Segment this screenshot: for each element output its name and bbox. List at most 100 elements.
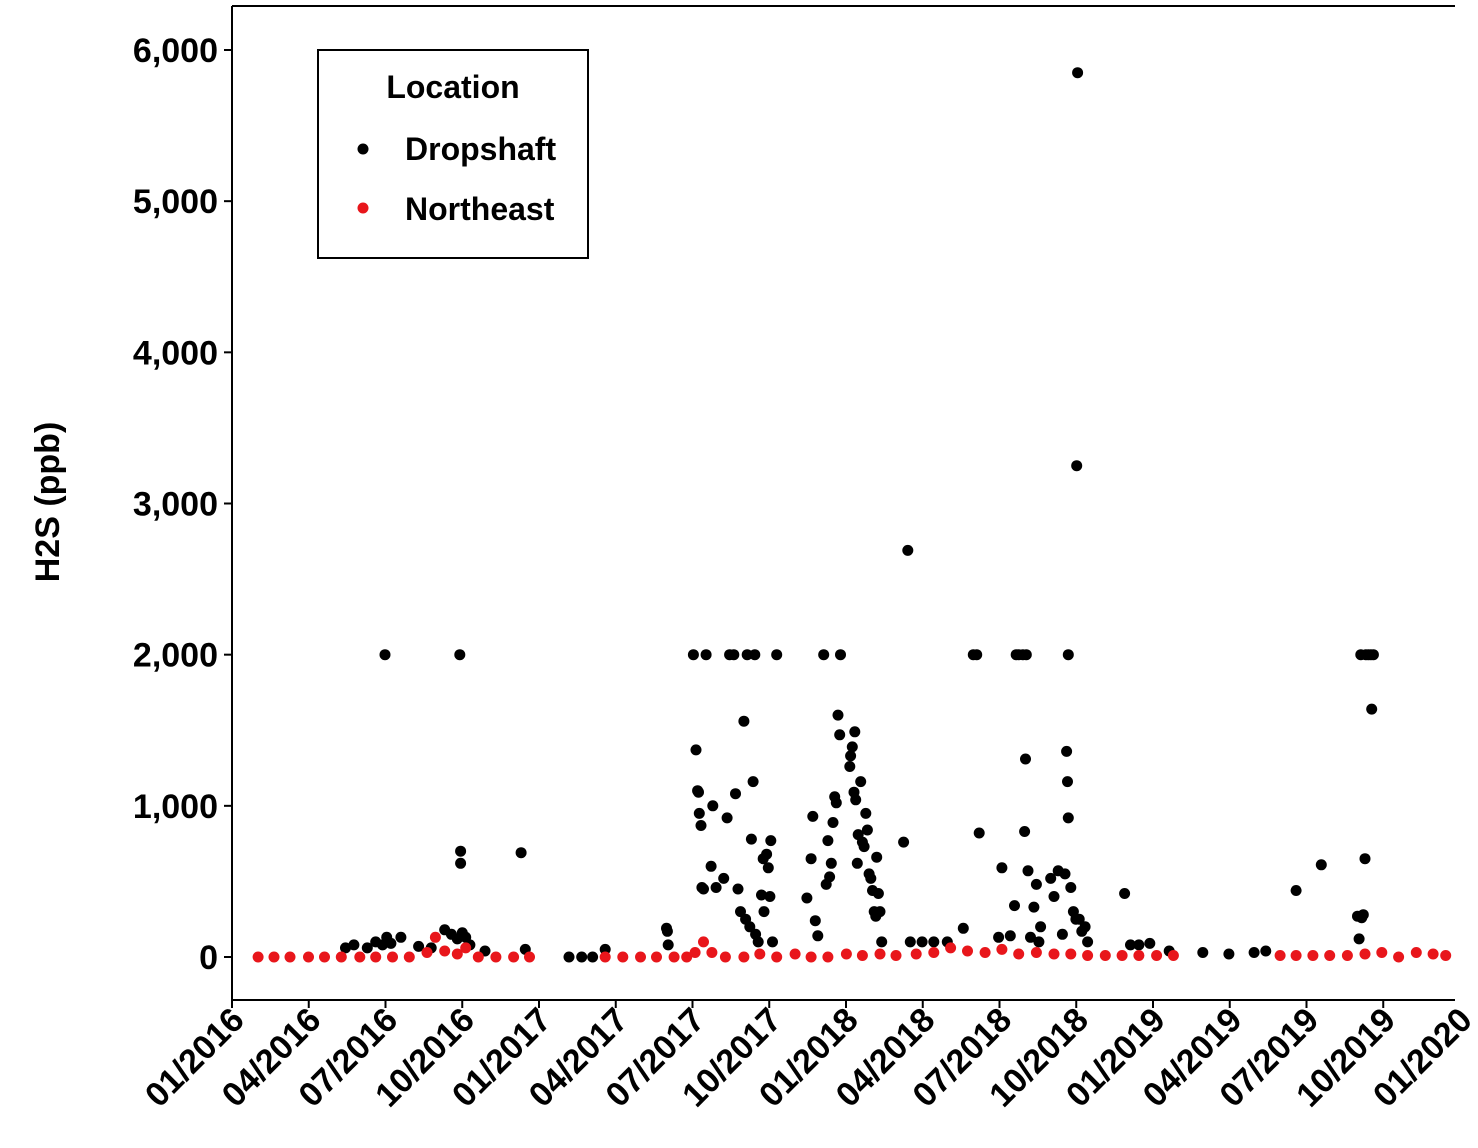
data-point-dropshaft	[741, 649, 753, 661]
data-point-dropshaft	[871, 851, 883, 863]
data-point-dropshaft	[801, 892, 813, 904]
data-point-dropshaft	[898, 836, 910, 848]
data-point-dropshaft	[844, 761, 856, 772]
data-point-dropshaft	[971, 649, 983, 661]
data-point-northeast	[890, 950, 902, 961]
data-point-northeast	[962, 945, 973, 957]
data-point-dropshaft	[752, 936, 764, 948]
data-point-northeast	[1427, 948, 1439, 960]
data-point-northeast	[451, 948, 463, 960]
data-point-dropshaft	[1045, 872, 1057, 884]
y-tick-label: 2,000	[133, 637, 218, 675]
data-point-dropshaft	[1073, 913, 1085, 925]
data-point-northeast	[910, 948, 922, 960]
data-point-dropshaft	[1082, 936, 1094, 948]
data-point-dropshaft	[700, 649, 712, 661]
data-point-dropshaft	[1125, 939, 1136, 951]
data-point-dropshaft	[747, 776, 759, 788]
data-point-dropshaft	[1197, 947, 1209, 958]
data-point-dropshaft	[718, 872, 730, 884]
data-point-dropshaft	[1315, 859, 1327, 871]
data-point-dropshaft	[860, 807, 872, 819]
y-tick-label: 6,000	[133, 32, 218, 70]
data-point-northeast	[996, 943, 1008, 955]
data-point-dropshaft	[1290, 885, 1302, 896]
data-point-dropshaft	[1056, 928, 1068, 940]
data-point-dropshaft	[730, 788, 741, 800]
data-point-dropshaft	[1030, 878, 1042, 890]
data-point-dropshaft	[1133, 939, 1145, 951]
data-point-dropshaft	[756, 889, 767, 901]
data-point-dropshaft	[846, 741, 858, 753]
y-tick-label: 3,000	[133, 486, 218, 524]
data-point-dropshaft	[824, 871, 836, 883]
data-point-northeast	[635, 951, 646, 963]
data-point-dropshaft	[1019, 826, 1031, 837]
y-tick-label: 0	[199, 939, 218, 977]
data-point-dropshaft	[661, 925, 673, 937]
data-point-dropshaft	[916, 936, 928, 948]
data-point-northeast	[805, 951, 817, 963]
data-point-dropshaft	[1359, 853, 1371, 865]
data-point-dropshaft	[812, 930, 824, 942]
data-point-dropshaft	[904, 936, 916, 948]
data-point-northeast	[508, 951, 520, 963]
data-point-northeast	[689, 947, 701, 958]
data-point-dropshaft	[1033, 936, 1045, 948]
data-point-dropshaft	[771, 649, 783, 661]
data-point-dropshaft	[707, 800, 719, 812]
data-point-dropshaft	[1248, 947, 1260, 958]
data-point-dropshaft	[850, 794, 862, 806]
data-point-northeast	[303, 951, 314, 963]
data-point-dropshaft	[728, 649, 740, 661]
data-point-dropshaft	[876, 936, 888, 948]
data-point-dropshaft	[902, 544, 914, 556]
data-point-dropshaft	[379, 649, 391, 661]
data-point-dropshaft	[413, 940, 425, 952]
data-point-northeast	[1274, 950, 1286, 961]
data-point-dropshaft	[1119, 888, 1131, 899]
data-point-northeast	[1376, 947, 1388, 958]
data-point-northeast	[1082, 950, 1094, 961]
data-point-northeast	[668, 951, 680, 963]
data-point-dropshaft	[765, 835, 777, 847]
data-point-northeast	[1290, 950, 1302, 961]
data-point-dropshaft	[1223, 948, 1235, 960]
data-point-dropshaft	[710, 882, 722, 893]
data-point-northeast	[1359, 948, 1371, 960]
legend-marker-dropshaft	[357, 143, 369, 155]
data-point-dropshaft	[928, 936, 940, 948]
data-point-dropshaft	[1072, 67, 1084, 79]
data-point-dropshaft	[1004, 930, 1016, 942]
data-point-dropshaft	[348, 939, 360, 951]
data-point-dropshaft	[1035, 921, 1047, 933]
data-point-dropshaft	[1048, 891, 1060, 902]
data-point-northeast	[319, 951, 330, 963]
data-point-dropshaft	[1367, 649, 1379, 661]
data-point-northeast	[1393, 951, 1405, 963]
data-point-northeast	[268, 951, 280, 963]
data-point-dropshaft	[745, 833, 757, 845]
data-point-dropshaft	[515, 847, 527, 859]
data-point-northeast	[1307, 950, 1319, 961]
data-point-dropshaft	[361, 942, 373, 954]
legend-label-northeast: Northeast	[405, 191, 555, 227]
data-point-dropshaft	[861, 824, 873, 836]
data-point-dropshaft	[749, 649, 761, 661]
data-point-dropshaft	[825, 857, 837, 869]
data-point-northeast	[719, 951, 731, 963]
data-point-northeast	[284, 951, 296, 963]
data-point-dropshaft	[835, 649, 846, 661]
data-point-dropshaft	[809, 915, 821, 927]
data-point-dropshaft	[993, 931, 1005, 943]
data-point-dropshaft	[1079, 921, 1091, 933]
data-point-dropshaft	[698, 883, 709, 895]
data-point-dropshaft	[1144, 937, 1156, 949]
data-point-dropshaft	[957, 922, 969, 934]
data-point-dropshaft	[834, 729, 846, 741]
data-point-northeast	[840, 948, 852, 960]
data-point-northeast	[387, 951, 398, 963]
data-point-dropshaft	[744, 921, 756, 933]
data-point-dropshaft	[872, 888, 884, 899]
data-point-dropshaft	[1062, 649, 1074, 661]
